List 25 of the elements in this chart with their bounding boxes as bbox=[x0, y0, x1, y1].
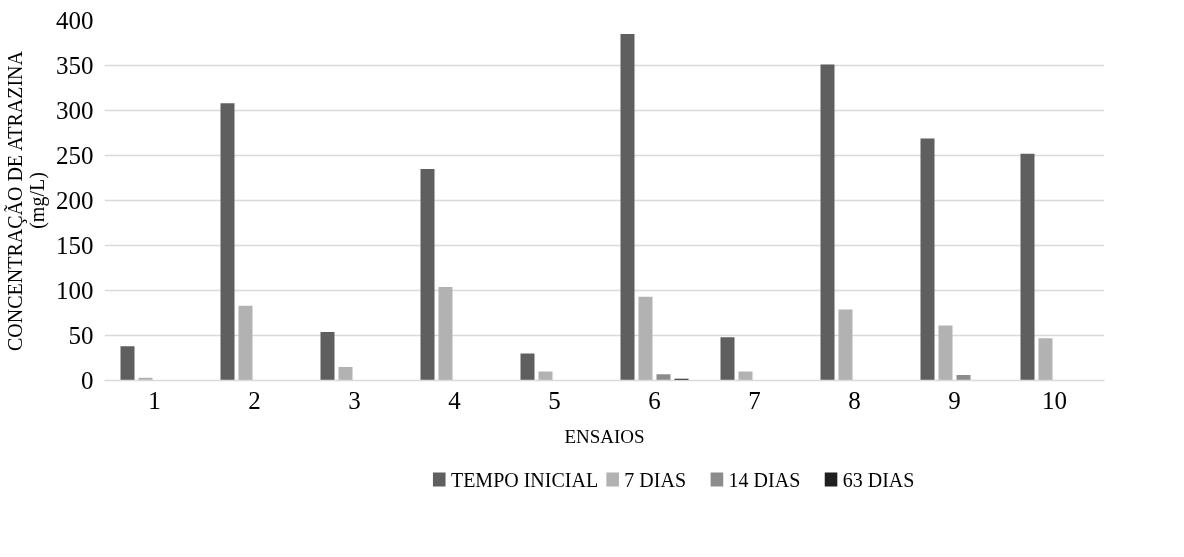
y-tick-label: 50 bbox=[68, 322, 94, 349]
x-tick-label: 7 bbox=[748, 386, 761, 414]
x-tick-label: 4 bbox=[448, 386, 462, 414]
x-axis-title: ENSAIOS bbox=[564, 425, 645, 447]
y-axis-title: CONCENTRAÇÃO DE ATRAZINA (mg/L) bbox=[3, 50, 49, 352]
x-tick-label: 8 bbox=[848, 386, 861, 414]
legend-label: 63 DIAS bbox=[842, 468, 915, 491]
x-tick-label: 6 bbox=[648, 386, 661, 414]
x-tick-label: 1 bbox=[148, 386, 161, 414]
legend-label: 7 DIAS bbox=[624, 468, 687, 491]
legend-label: 14 DIAS bbox=[728, 468, 801, 491]
x-tick-label: 3 bbox=[348, 386, 361, 414]
y-tick-label: 400 bbox=[56, 7, 94, 34]
y-tick-label: 100 bbox=[56, 277, 94, 304]
y-tick-label: 0 bbox=[81, 367, 94, 394]
x-tick-label: 5 bbox=[548, 386, 561, 414]
y-tick-label: 350 bbox=[56, 52, 94, 79]
y-tick-label: 250 bbox=[56, 142, 94, 169]
legend-label: TEMPO INICIAL bbox=[450, 468, 599, 491]
x-tick-label: 2 bbox=[248, 386, 261, 414]
y-tick-label: 300 bbox=[56, 97, 94, 124]
x-tick-label: 9 bbox=[948, 386, 961, 414]
y-tick-label: 150 bbox=[56, 232, 94, 259]
x-tick-label: 10 bbox=[1042, 386, 1067, 414]
y-tick-label: 200 bbox=[56, 187, 94, 214]
